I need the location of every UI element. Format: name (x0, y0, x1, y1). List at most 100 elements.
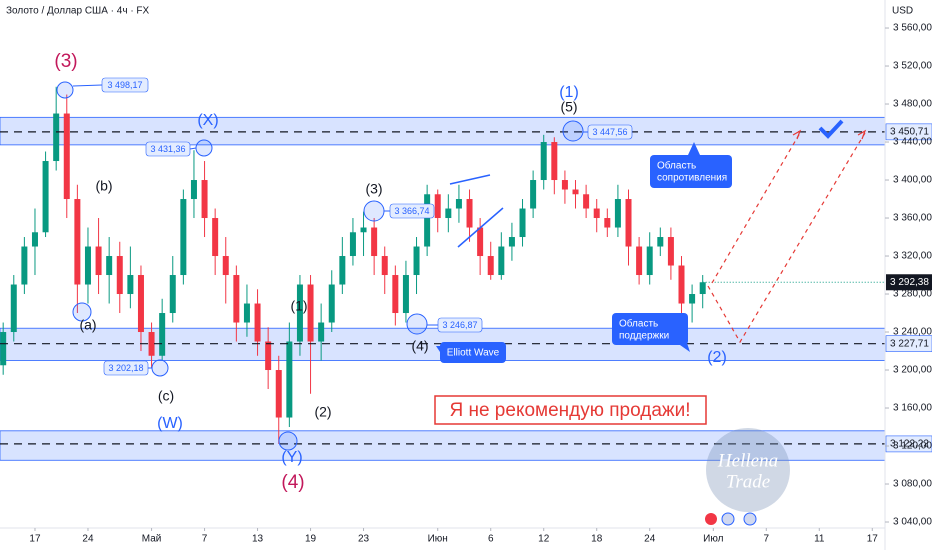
callout-text: сопротивления (657, 173, 727, 184)
candle-body (445, 208, 452, 219)
event-icon (721, 512, 735, 526)
callout-text: Elliott Wave (447, 348, 500, 359)
candle-body (487, 256, 494, 276)
candle-body (201, 180, 208, 219)
candle-body (519, 208, 526, 238)
price-label: 3 431,36 (150, 144, 185, 154)
price-labels: 3 498,17 3 431,36 3 202,18 3 366,74 3 24… (101, 77, 633, 376)
wave-label: (3) (54, 51, 77, 72)
candle-body (360, 227, 367, 233)
pivot-circle (562, 120, 584, 142)
x-tick-label: 23 (358, 534, 370, 545)
candle-body (222, 256, 229, 276)
pivot-circle (195, 139, 213, 157)
forecast-path (711, 132, 801, 284)
x-tick-label: 11 (814, 534, 825, 545)
y-tick-label: 3 280,00 (893, 289, 932, 300)
wave-label: (X) (197, 112, 218, 129)
callout-box (612, 313, 688, 345)
candle-body (169, 275, 176, 314)
wave-label: (2) (707, 349, 727, 366)
candle-body (689, 294, 696, 304)
wave-label: (b) (95, 178, 112, 194)
triangle-line (457, 207, 504, 248)
callout-text: Область (619, 318, 658, 330)
wave-label: (1) (559, 84, 579, 101)
watermark: Hellena Trade (706, 428, 790, 512)
watermark-text: Trade (726, 471, 770, 492)
triangle-line (449, 174, 491, 185)
candle-body (551, 142, 558, 181)
last-price-tag (886, 274, 932, 291)
label-box (587, 124, 633, 140)
candle-body (296, 284, 303, 342)
level-tag (885, 123, 932, 141)
callout-box (440, 342, 506, 363)
candle-body (286, 341, 293, 418)
candle-body (593, 208, 600, 219)
y-tick-label: 3 360,00 (893, 213, 932, 224)
y-tick-label: 3 080,00 (893, 479, 932, 490)
y-tick-label: 3 320,00 (893, 251, 932, 262)
pivot-circle (363, 200, 385, 222)
level-tag (885, 335, 932, 352)
candle-body (530, 180, 537, 209)
pivot-circle (278, 431, 298, 451)
levels: 3 450,71 3 227,71 3 122,22 3 292,38 (0, 123, 932, 453)
pivot-circle (56, 81, 74, 99)
wave-label: (c) (158, 388, 174, 404)
wave-label: (4) (281, 472, 304, 493)
level-label: 3 122,22 (890, 439, 929, 450)
candle-body (21, 246, 28, 285)
event-icon (705, 513, 717, 525)
x-tick-label: 18 (591, 534, 603, 545)
label-box (145, 141, 191, 157)
callouts: Область сопротивления Область поддержки … (434, 142, 732, 425)
x-tick-label: Июл (703, 534, 723, 545)
watermark-circle (706, 428, 790, 512)
y-tick-label: 3 240,00 (893, 327, 932, 338)
candle-body (371, 227, 378, 257)
candle-body (583, 194, 590, 209)
candle-body (636, 246, 643, 276)
candle-body (614, 199, 621, 228)
candle-body (31, 232, 38, 247)
forecast (707, 132, 866, 344)
candle-body (477, 227, 484, 257)
level-label: 3 227,71 (890, 338, 929, 349)
x-tick-label: 19 (305, 534, 317, 545)
callout-text: Область (657, 160, 696, 172)
y-tick-label: 3 120,00 (893, 441, 932, 452)
price-label: 3 498,17 (107, 80, 142, 90)
candle-body (498, 246, 505, 276)
candle-body (339, 256, 346, 285)
candle-body (243, 303, 250, 323)
event-icons (705, 512, 757, 526)
candle-body (74, 199, 81, 285)
label-box (389, 203, 435, 219)
price-label: 3 246,87 (442, 320, 477, 330)
y-tick-label: 3 520,00 (893, 61, 932, 72)
candle-body (455, 199, 462, 209)
candle-body (349, 232, 356, 257)
zone (0, 116, 886, 146)
warning-text: Я не рекомендую продажи! (449, 400, 690, 421)
candle-body (63, 113, 70, 200)
callout-tail (688, 142, 700, 155)
callout-box (650, 155, 732, 188)
y-tick-label: 3 440,00 (893, 137, 932, 148)
price-label: 3 202,18 (108, 363, 143, 373)
candle-body (148, 332, 155, 356)
label-box (103, 360, 149, 376)
label-box (101, 77, 149, 93)
candle-body (84, 246, 91, 285)
candle-body (561, 180, 568, 190)
currency: USD (892, 6, 913, 17)
candle-body (508, 237, 515, 247)
candle-body (646, 246, 653, 276)
level-label: 3 450,71 (890, 126, 929, 137)
y-tick-label: 3 040,00 (893, 517, 932, 528)
